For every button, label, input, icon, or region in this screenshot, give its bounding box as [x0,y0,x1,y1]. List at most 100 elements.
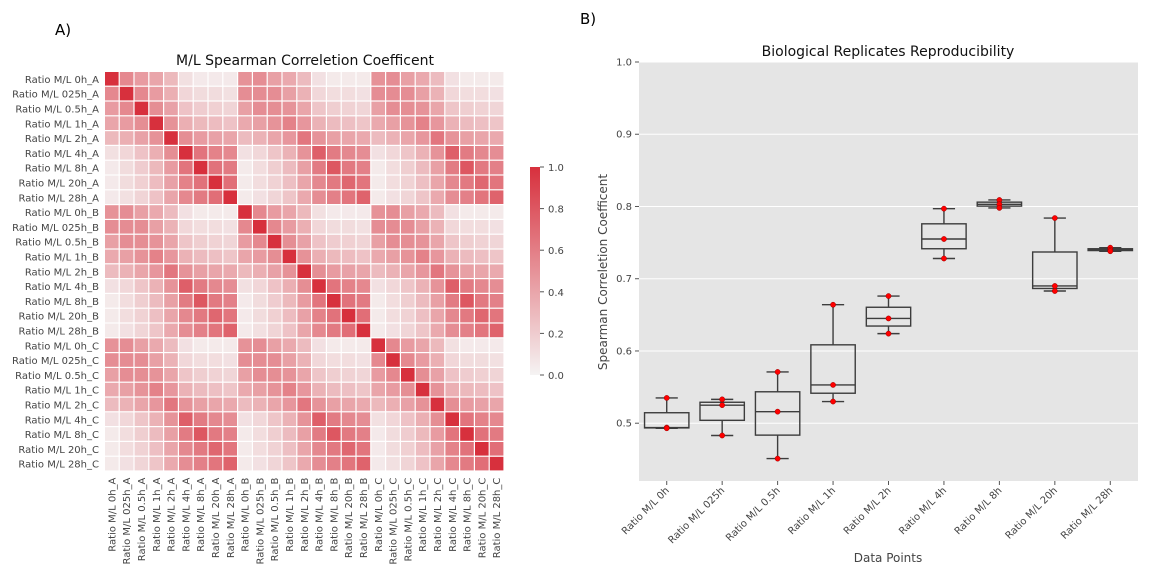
heatmap-cell [475,279,489,293]
heatmap-cell [327,323,341,338]
heatmap-cell [267,279,282,293]
heatmap-cell [430,175,445,190]
colorbar-tick-label: 0.6 [548,246,564,257]
heatmap-cell [282,412,297,426]
heatmap-cell [119,220,134,234]
heatmap-cell [489,249,504,264]
data-point [941,255,947,262]
heatmap-col-label: Ratio M/L 4h_C [448,478,459,552]
heatmap-cell [193,160,208,175]
heatmap-cell [475,264,489,278]
heatmap-cell [297,146,311,160]
heatmap-cell [164,442,178,456]
heatmap-cell [475,72,489,86]
heatmap-cell [356,175,371,190]
heatmap-row-label: Ratio M/L 1h_A [25,119,99,130]
heatmap-cell [105,412,119,426]
heatmap-cell [253,101,267,116]
heatmap-cell [341,131,356,145]
heatmap-col-label: Ratio M/L 8h_A [196,477,207,551]
heatmap-cell [475,220,489,234]
panel-label-a: A) [55,21,72,39]
heatmap-cell [430,412,445,426]
heatmap-row-label: Ratio M/L 28h_C [18,460,99,471]
heatmap-cell [475,234,489,249]
heatmap-cell [371,279,385,293]
heatmap-cell [134,294,149,308]
heatmap-cell [134,279,149,293]
heatmap-cell [282,338,297,352]
data-point [719,432,726,439]
heatmap-cell [341,249,356,264]
heatmap-cell [238,338,252,352]
heatmap-cell [253,382,267,397]
y-tick-label: 1.0 [616,58,632,69]
colorbar-tick-label: 0.4 [548,288,564,299]
heatmap-cell [149,294,163,308]
heatmap-cell [164,205,178,219]
heatmap-col-label: Ratio M/L 025h_B [255,477,266,564]
heatmap-cell [327,72,341,86]
heatmap-cell [282,397,297,412]
x-tick-label: Ratio M/L 8h [953,485,1005,537]
colorbar [530,167,540,375]
heatmap-cell [223,294,237,308]
heatmap-cell [223,175,237,190]
heatmap-cell [430,220,445,234]
heatmap-cell [475,456,489,471]
heatmap-row-label: Ratio M/L 0h_B [25,208,99,219]
heatmap-cell [223,146,237,160]
heatmap-cell [223,160,237,175]
heatmap-cell [415,427,430,441]
data-point [885,293,892,299]
x-axis-label: Data Points [854,551,923,565]
heatmap-cell [312,72,326,86]
heatmap-cell [489,353,504,367]
heatmap-cell [134,175,149,190]
heatmap-cell [164,249,178,264]
heatmap-cell [297,234,311,249]
heatmap-cell [341,382,356,397]
heatmap-cell [371,368,385,382]
heatmap-row-label: Ratio M/L 20h_B [18,312,99,323]
heatmap-cell [356,146,371,160]
heatmap-cell [119,205,134,219]
heatmap-cell [208,264,223,278]
data-point [774,369,781,375]
heatmap-cell [119,101,134,116]
heatmap-cell [105,220,119,234]
heatmap-cell [430,205,445,219]
heatmap-cell [312,160,326,175]
heatmap-cell [356,160,371,175]
heatmap-cell [105,368,119,382]
heatmap-cell [193,116,208,130]
heatmap-cell [238,190,252,204]
heatmap-cell [238,220,252,234]
heatmap-cell [238,205,252,219]
heatmap-cell [164,294,178,308]
heatmap-title: M/L Spearman Correletion Coefficent [176,53,434,69]
heatmap-cell [341,72,356,86]
heatmap-cell [475,160,489,175]
heatmap-row-label: Ratio M/L 025h_C [12,356,99,367]
heatmap-cell [208,101,223,116]
x-tick-label: Ratio M/L 025h [666,485,727,546]
heatmap-cell [238,86,252,101]
heatmap-cell [460,175,474,190]
heatmap-cell [282,190,297,204]
heatmap-cell [208,116,223,130]
heatmap-col-label: Ratio M/L 0h_B [241,477,252,551]
heatmap-cell [238,294,252,308]
data-point [941,236,947,242]
heatmap-cell [282,294,297,308]
heatmap-cell [164,382,178,397]
heatmap-cell [341,368,356,382]
heatmap-cell [327,382,341,397]
heatmap-cell [208,190,223,204]
heatmap-cell [312,412,326,426]
heatmap-cell [238,382,252,397]
heatmap-cell [179,264,193,278]
heatmap-cell [105,101,119,116]
heatmap-cell [149,116,163,130]
heatmap-cell [489,160,504,175]
